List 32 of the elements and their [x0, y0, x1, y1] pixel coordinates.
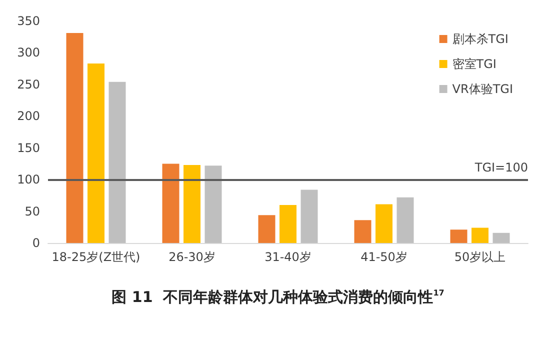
bar	[492, 232, 510, 243]
y-tick-label: 0	[32, 236, 40, 250]
x-tick-label: 41-50岁	[360, 250, 408, 264]
x-tick-label: 31-40岁	[264, 250, 312, 264]
x-tick-label: 50岁以上	[454, 250, 506, 264]
x-tick-label: 26-30岁	[168, 250, 216, 264]
legend-label: VR体验TGI	[452, 82, 514, 96]
bar	[300, 190, 318, 243]
bar	[472, 228, 488, 243]
y-tick-label: 250	[17, 77, 40, 92]
bar	[258, 215, 276, 243]
bar	[162, 164, 180, 243]
legend-label: 密室TGI	[452, 57, 496, 71]
x-tick-label: 18-25岁(Z世代)	[52, 250, 140, 264]
bar	[354, 220, 372, 243]
bar	[108, 82, 126, 243]
bar	[66, 33, 84, 243]
y-tick-label: 50	[24, 204, 40, 218]
ref-line-label: TGI=100	[474, 160, 528, 175]
bar	[376, 204, 392, 243]
y-tick-label: 200	[17, 109, 40, 124]
bar	[396, 197, 414, 243]
bar	[88, 63, 104, 243]
y-tick-label: 100	[17, 172, 40, 187]
y-tick-label: 150	[17, 140, 40, 155]
y-tick-label: 300	[17, 46, 40, 60]
legend-label: 剧本杀TGI	[452, 32, 508, 46]
bar	[450, 230, 468, 243]
bar	[280, 204, 296, 243]
y-tick-label: 350	[17, 14, 40, 28]
bar	[184, 164, 200, 243]
bar	[204, 166, 222, 243]
